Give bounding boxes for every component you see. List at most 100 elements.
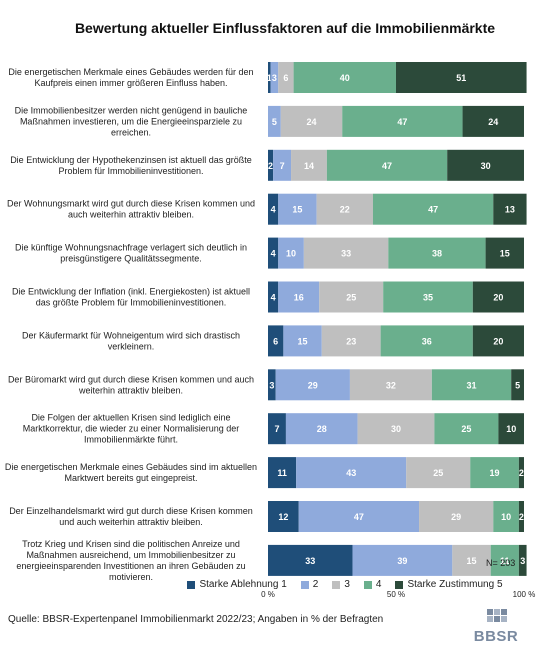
legend-label: Starke Zustimmung 5 bbox=[407, 579, 503, 590]
bar-value-label: 2 bbox=[519, 468, 524, 478]
bar-value-label: 47 bbox=[354, 512, 364, 522]
bar-value-label: 15 bbox=[467, 556, 477, 566]
bar-value-label: 7 bbox=[274, 424, 279, 434]
category-label: Die energetischen Merkmale eines Gebäude… bbox=[8, 67, 253, 88]
bar-value-label: 43 bbox=[346, 468, 356, 478]
category-label: Die Entwicklung der Hypothekenzinsen ist… bbox=[10, 155, 252, 176]
bar-value-label: 36 bbox=[422, 336, 432, 346]
bar-value-label: 4 bbox=[271, 293, 276, 303]
category-label-line: Die energetischen Merkmale eines Gebäude… bbox=[8, 67, 253, 77]
bar-value-label: 14 bbox=[304, 161, 314, 171]
bar-value-label: 3 bbox=[269, 380, 274, 390]
bar-segment bbox=[268, 413, 286, 445]
bar-segment bbox=[419, 501, 494, 532]
bar-segment bbox=[278, 193, 317, 225]
bar-segment bbox=[268, 281, 279, 313]
bar-segment bbox=[326, 149, 448, 181]
bar-segment bbox=[493, 193, 527, 225]
bar-segment bbox=[472, 281, 524, 313]
legend-label: 2 bbox=[312, 579, 319, 590]
category-label: Trotz Krieg und Krisen sind die politisc… bbox=[16, 539, 245, 582]
bar-value-label: 35 bbox=[423, 293, 433, 303]
bar-value-label: 31 bbox=[467, 380, 477, 390]
bar-value-label: 6 bbox=[283, 73, 288, 83]
bar-value-label: 19 bbox=[490, 468, 500, 478]
category-label-line: Marktkorrektur, die wieder zu einer Norm… bbox=[23, 424, 240, 434]
bar-segment bbox=[278, 237, 304, 269]
bar-segment bbox=[268, 237, 279, 269]
category-label-line: Marktwert bereits gut eingepreist. bbox=[64, 473, 197, 483]
category-label-line: Der Einzelhandelsmarkt wird gut durch di… bbox=[9, 506, 253, 516]
bar-value-label: 15 bbox=[298, 336, 308, 346]
bar-segment bbox=[380, 325, 473, 357]
bar-value-label: 25 bbox=[346, 293, 356, 303]
sample-size-note: N= 203 bbox=[486, 558, 516, 568]
bar-segment bbox=[268, 501, 299, 532]
bar-value-label: 2 bbox=[519, 512, 524, 522]
category-label: Der Einzelhandelsmarkt wird gut durch di… bbox=[9, 506, 253, 527]
bar-value-label: 10 bbox=[501, 512, 511, 522]
bar-segment bbox=[278, 281, 320, 313]
bar-segment bbox=[447, 149, 524, 181]
bar-value-label: 24 bbox=[307, 117, 317, 127]
category-label: Die energetischen Merkmale eines Gebäude… bbox=[5, 462, 257, 483]
legend-item: 4 bbox=[363, 579, 381, 590]
bar-value-label: 28 bbox=[317, 424, 327, 434]
bar-segment bbox=[342, 105, 463, 137]
x-tick-label: 50 % bbox=[387, 590, 405, 599]
category-label: Der Wohnungsmarkt wird gut durch diese K… bbox=[7, 199, 255, 220]
bar-value-label: 1 bbox=[267, 73, 272, 83]
bar-segment bbox=[357, 413, 435, 445]
category-label: Die künftige Wohnungsnachfrage verlagert… bbox=[15, 243, 247, 264]
bar-segment bbox=[283, 325, 322, 357]
bar-segment bbox=[298, 501, 420, 532]
bar-value-label: 47 bbox=[428, 205, 438, 215]
bar-segment bbox=[280, 105, 343, 137]
bar-value-label: 7 bbox=[280, 161, 285, 171]
bar-value-label: 33 bbox=[305, 556, 315, 566]
bar-value-label: 30 bbox=[481, 161, 491, 171]
bar-value-label: 39 bbox=[397, 556, 407, 566]
bar-segment bbox=[270, 62, 279, 93]
category-label-line: und auch weiterhin attraktiv bleiben. bbox=[59, 517, 203, 527]
bar-segment bbox=[406, 457, 471, 489]
bar-segment bbox=[275, 369, 350, 401]
bar-segment bbox=[296, 457, 407, 489]
category-label-line: Trotz Krieg und Krisen sind die politisc… bbox=[22, 539, 240, 549]
bar-segment bbox=[293, 62, 396, 93]
source-note: Quelle: BBSR-Expertenpanel Immobilienmar… bbox=[8, 614, 384, 625]
bar-segment bbox=[268, 193, 279, 225]
bar-value-label: 15 bbox=[292, 205, 302, 215]
legend: Starke Ablehnung 1 2 3 4 Starke Zustimmung 5 bbox=[0, 579, 540, 590]
legend-swatch bbox=[332, 580, 341, 589]
bar-segment bbox=[490, 544, 519, 576]
bar-value-label: 20 bbox=[493, 293, 503, 303]
category-label-line: Die Immobilienbesitzer werden nicht genü… bbox=[15, 105, 248, 115]
bar-value-label: 32 bbox=[386, 380, 396, 390]
bar-segment bbox=[493, 501, 519, 532]
bar-segment bbox=[321, 325, 381, 357]
category-label-line: Maßnahmen ausreichend, um Immobilienbesi… bbox=[26, 550, 235, 560]
bar-value-label: 13 bbox=[505, 205, 515, 215]
bar-segment bbox=[303, 237, 389, 269]
bar-value-label: 25 bbox=[461, 424, 471, 434]
category-label-line: Kaufpreis einen immer größeren Einfluss … bbox=[34, 78, 227, 88]
bar-value-label: 33 bbox=[341, 249, 351, 259]
legend-swatch bbox=[395, 580, 404, 589]
category-label-line: energieeinsparenden Investitionen an ihr… bbox=[16, 561, 245, 571]
bar-value-label: 11 bbox=[277, 468, 287, 478]
category-label-line: erreichen. bbox=[111, 127, 151, 137]
bar-segment bbox=[291, 149, 327, 181]
bar-segment bbox=[372, 193, 494, 225]
logo-text: BBSR bbox=[473, 628, 519, 645]
bar-segment bbox=[388, 237, 486, 269]
bar-value-label: 12 bbox=[278, 512, 288, 522]
bar-segment bbox=[285, 413, 358, 445]
bar-value-label: 15 bbox=[500, 249, 510, 259]
category-label: Der Büromarkt wird gut durch diese Krise… bbox=[8, 374, 254, 395]
bar-value-label: 5 bbox=[272, 117, 277, 127]
legend-item: Starke Zustimmung 5 bbox=[395, 579, 503, 590]
bar-value-label: 40 bbox=[340, 73, 350, 83]
bar-value-label: 3 bbox=[520, 556, 525, 566]
bar-segment bbox=[472, 325, 524, 357]
